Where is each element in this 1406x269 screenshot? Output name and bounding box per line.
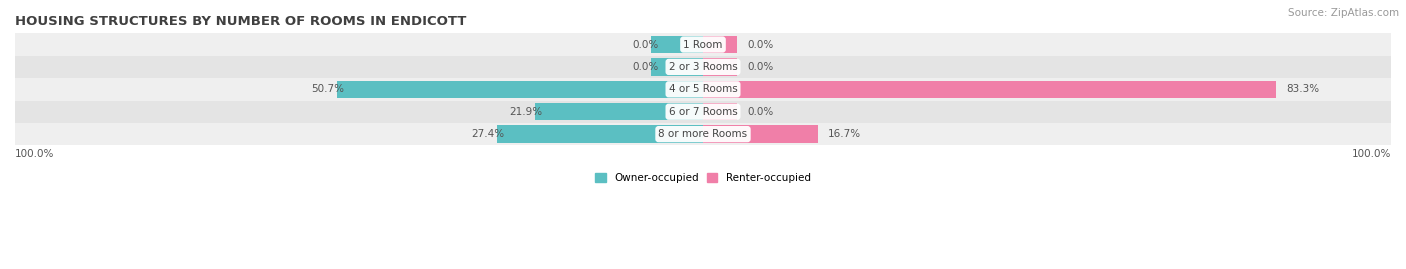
Bar <box>659 58 678 76</box>
Text: Source: ZipAtlas.com: Source: ZipAtlas.com <box>1288 8 1399 18</box>
Text: 16.7%: 16.7% <box>828 129 862 139</box>
Text: 100.0%: 100.0% <box>1351 149 1391 159</box>
Bar <box>703 125 818 143</box>
Bar <box>15 33 1391 56</box>
Bar <box>506 125 523 143</box>
Text: 27.4%: 27.4% <box>471 129 505 139</box>
Text: 83.3%: 83.3% <box>1286 84 1320 94</box>
Text: 0.0%: 0.0% <box>748 107 773 117</box>
Text: 100.0%: 100.0% <box>15 149 55 159</box>
Bar <box>651 36 669 53</box>
Bar <box>15 56 1391 78</box>
Text: 0.0%: 0.0% <box>748 40 773 49</box>
Text: 4 or 5 Rooms: 4 or 5 Rooms <box>669 84 737 94</box>
Bar <box>346 81 363 98</box>
Bar <box>536 103 553 121</box>
Bar <box>515 125 703 143</box>
Text: 6 or 7 Rooms: 6 or 7 Rooms <box>669 107 737 117</box>
Bar <box>703 103 737 121</box>
Text: 0.0%: 0.0% <box>633 62 658 72</box>
Text: 8 or more Rooms: 8 or more Rooms <box>658 129 748 139</box>
Legend: Owner-occupied, Renter-occupied: Owner-occupied, Renter-occupied <box>591 169 815 187</box>
Bar <box>15 101 1391 123</box>
Text: 0.0%: 0.0% <box>633 40 658 49</box>
Bar <box>544 103 561 121</box>
Text: HOUSING STRUCTURES BY NUMBER OF ROOMS IN ENDICOTT: HOUSING STRUCTURES BY NUMBER OF ROOMS IN… <box>15 15 467 28</box>
Bar <box>703 58 737 76</box>
Text: 2 or 3 Rooms: 2 or 3 Rooms <box>669 62 737 72</box>
Text: 21.9%: 21.9% <box>509 107 541 117</box>
Bar <box>15 78 1391 101</box>
Bar <box>703 81 1277 98</box>
Bar <box>15 123 1391 145</box>
Text: 1 Room: 1 Room <box>683 40 723 49</box>
Text: 50.7%: 50.7% <box>311 84 344 94</box>
Bar <box>669 58 703 76</box>
Bar <box>703 36 737 53</box>
Bar <box>659 36 678 53</box>
Bar <box>337 81 354 98</box>
Text: 0.0%: 0.0% <box>748 62 773 72</box>
Bar <box>498 125 515 143</box>
Bar <box>354 81 703 98</box>
Bar <box>669 36 703 53</box>
Bar <box>553 103 703 121</box>
Bar <box>651 58 669 76</box>
